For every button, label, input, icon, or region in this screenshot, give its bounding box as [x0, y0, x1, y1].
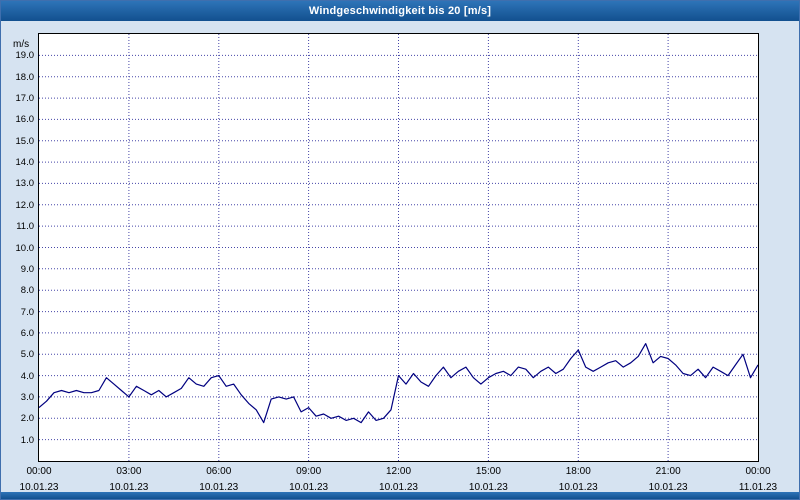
- plot-area: [38, 33, 759, 462]
- bottom-bar: [1, 492, 799, 499]
- y-tick-label: 6.0: [20, 327, 34, 339]
- date-label: 10.01.23: [648, 482, 688, 493]
- y-tick-label: 13.0: [15, 178, 35, 190]
- y-tick-label: 11.0: [16, 221, 34, 233]
- x-tick-label: 09:00: [296, 466, 322, 477]
- date-label: 11.01.23: [738, 482, 778, 493]
- y-tick-label: 4.0: [20, 370, 34, 382]
- x-tick-label: 00:00: [26, 466, 52, 477]
- x-tick-label: 21:00: [655, 466, 681, 477]
- y-tick-label: 14.0: [15, 157, 35, 169]
- x-tick-label: 15:00: [475, 466, 501, 477]
- y-tick-label: 8.0: [20, 285, 34, 297]
- x-tick-label: 06:00: [206, 466, 232, 477]
- y-tick-label: 5.0: [20, 349, 34, 361]
- date-label: 10.01.23: [468, 482, 508, 493]
- x-tick-label: 00:00: [745, 466, 771, 477]
- y-tick-label: 18.0: [15, 71, 35, 83]
- y-axis-unit: m/s: [13, 39, 30, 50]
- date-label: 10.01.23: [379, 482, 418, 493]
- date-label: 10.01.23: [19, 482, 59, 493]
- x-tick-label: 03:00: [116, 466, 142, 477]
- x-tick-label: 12:00: [385, 466, 412, 477]
- date-label: 10.01.23: [558, 482, 598, 493]
- y-tick-label: 9.0: [20, 263, 34, 275]
- date-label: 10.01.23: [289, 482, 329, 493]
- title-bar: Windgeschwindigkeit bis 20 [m/s]: [1, 1, 799, 21]
- y-tick-label: 1.0: [20, 434, 34, 446]
- y-tick-label: 2.0: [20, 413, 34, 425]
- y-tick-label: 17.0: [15, 93, 35, 105]
- wind-speed-chart: [39, 34, 758, 461]
- y-tick-label: 16.0: [15, 114, 35, 126]
- y-tick-label: 19.0: [15, 50, 35, 62]
- y-tick-label: 3.0: [20, 391, 34, 403]
- y-tick-label: 7.0: [20, 306, 34, 318]
- y-tick-label: 15.0: [15, 135, 35, 147]
- date-label: 10.01.23: [109, 482, 149, 493]
- date-label: 10.01.23: [199, 482, 239, 493]
- x-tick-label: 18:00: [565, 466, 591, 477]
- y-tick-label: 10.0: [15, 242, 35, 254]
- window-title: Windgeschwindigkeit bis 20 [m/s]: [308, 5, 492, 17]
- y-tick-label: 12.0: [15, 199, 35, 211]
